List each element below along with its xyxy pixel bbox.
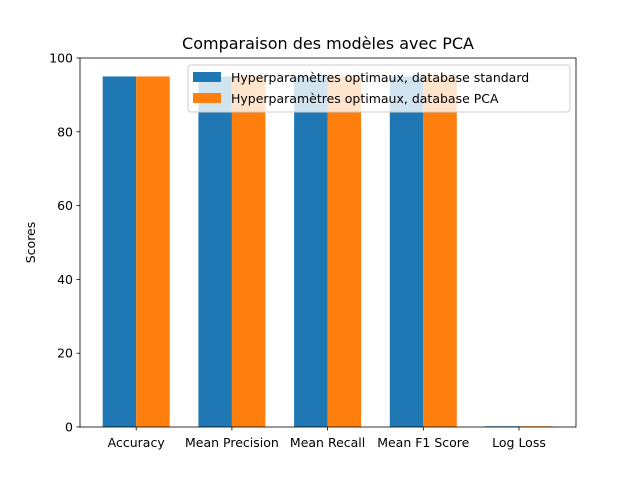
legend: Hyperparamètres optimaux, database stand… <box>187 64 571 113</box>
y-tick-label: 80 <box>57 124 73 139</box>
ticks-layer: 0 20 40 60 80 100 Accuracy Mean Precision Mean R… <box>49 51 546 451</box>
y-axis-label: Scores <box>23 222 38 264</box>
bar-standard-mean-f1-score <box>389 76 424 427</box>
bar-standard-mean-precision <box>198 76 232 427</box>
x-tick-label: Mean Recall <box>290 435 365 450</box>
y-tick-label: 0 <box>65 420 73 435</box>
bar-standard-mean-recall <box>294 76 328 427</box>
x-tick-label: Log Loss <box>492 435 546 450</box>
y-tick-label: 20 <box>57 346 73 361</box>
chart-title: Comparaison des modèles avec PCA <box>182 34 474 53</box>
bar-pca-mean-f1-score <box>423 76 457 427</box>
y-tick-label: 60 <box>57 198 73 213</box>
x-tick-label: Accuracy <box>108 435 166 450</box>
bar-standard-accuracy <box>102 76 137 427</box>
bar-pca-mean-recall <box>327 76 362 427</box>
legend-label: Hyperparamètres optimaux, database stand… <box>231 70 529 85</box>
legend-swatch <box>193 93 221 103</box>
x-tick-label: Mean Precision <box>185 435 279 450</box>
bar-pca-accuracy <box>136 76 170 427</box>
legend-box <box>187 64 571 113</box>
legend-label: Hyperparamètres optimaux, database PCA <box>231 91 499 106</box>
y-tick-label: 40 <box>57 272 73 287</box>
x-tick-label: Mean F1 Score <box>377 435 469 450</box>
bar-pca-mean-precision <box>231 76 266 427</box>
bars-layer <box>102 76 553 428</box>
legend-swatch <box>193 72 221 82</box>
y-tick-label: 100 <box>49 51 73 66</box>
